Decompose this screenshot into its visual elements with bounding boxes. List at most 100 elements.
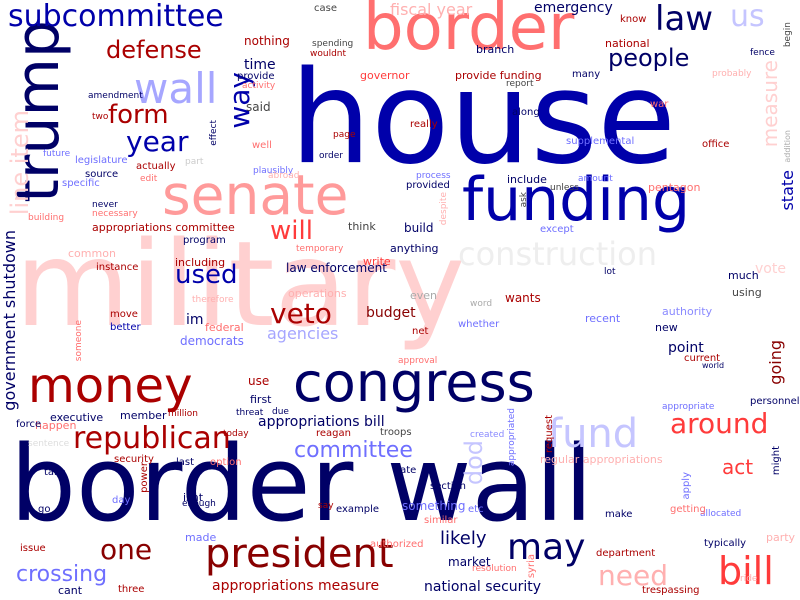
cloud-word: actually	[136, 161, 176, 172]
cloud-word: etc	[468, 504, 484, 515]
cloud-word: used	[175, 260, 238, 290]
cloud-word: act	[722, 455, 754, 479]
cloud-word: probably	[712, 69, 752, 79]
cloud-word: including	[175, 256, 226, 269]
cloud-word: power	[139, 462, 150, 493]
cloud-word: money	[28, 358, 193, 414]
cloud-word: cant	[58, 584, 83, 597]
cloud-word: legislature	[75, 155, 128, 166]
cloud-word: specific	[62, 178, 100, 189]
cloud-word: people	[608, 44, 690, 72]
cloud-word: authorized	[370, 539, 424, 550]
cloud-word: program	[183, 235, 226, 246]
cloud-word: fence	[750, 48, 775, 58]
cloud-word: current	[684, 353, 721, 364]
cloud-word: even	[410, 289, 438, 302]
cloud-word: use	[248, 374, 270, 388]
cloud-word: take	[44, 467, 66, 478]
cloud-word: example	[336, 504, 380, 515]
cloud-word: request	[544, 415, 555, 454]
cloud-word: activity	[242, 81, 276, 91]
cloud-word: isnt	[183, 491, 204, 504]
cloud-word: case	[314, 3, 337, 14]
cloud-word: personnel	[750, 396, 800, 407]
cloud-word: world	[702, 361, 725, 370]
cloud-word: wall	[134, 64, 218, 113]
cloud-word: nothing	[244, 34, 290, 48]
cloud-word: year	[126, 125, 189, 158]
cloud-word: enough	[182, 499, 216, 509]
cloud-word: agencies	[267, 324, 339, 343]
cloud-word: might	[771, 446, 782, 476]
cloud-word: subcommittee	[8, 0, 224, 34]
cloud-word: war	[650, 99, 669, 110]
cloud-word: law enforcement	[286, 261, 387, 275]
cloud-word: really	[410, 119, 438, 130]
cloud-word: net	[412, 326, 429, 337]
cloud-word: except	[540, 224, 574, 235]
cloud-word: made	[185, 531, 217, 544]
cloud-word: along	[512, 107, 540, 118]
cloud-word: budget	[366, 305, 416, 321]
cloud-word: future	[43, 149, 71, 159]
cloud-word: around	[670, 407, 769, 440]
cloud-word: measure	[758, 60, 782, 148]
cloud-word: therefore	[192, 295, 234, 305]
cloud-word: us	[730, 0, 765, 34]
cloud-word: military	[15, 215, 466, 353]
cloud-word: edit	[140, 174, 158, 184]
cloud-word: national	[605, 37, 650, 50]
cloud-word: common	[68, 247, 116, 260]
cloud-word: due	[272, 407, 289, 417]
cloud-word: said	[246, 100, 271, 114]
cloud-word: trespassing	[642, 585, 700, 596]
cloud-word: house	[290, 44, 676, 193]
cloud-word: two	[92, 112, 109, 122]
cloud-word: authority	[662, 305, 713, 318]
cloud-word: necessary	[92, 209, 138, 219]
cloud-word: apply	[681, 472, 692, 500]
cloud-word: security	[114, 454, 154, 465]
cloud-word: border wall	[10, 423, 593, 545]
cloud-word: whether	[458, 319, 500, 330]
cloud-word: reagan	[316, 428, 351, 439]
cloud-word: operations	[288, 287, 347, 300]
cloud-word: typically	[704, 538, 747, 549]
cloud-word: construction	[458, 235, 657, 273]
cloud-word: provide funding	[455, 69, 542, 82]
cloud-word: effect	[209, 120, 219, 146]
cloud-word: option	[210, 457, 242, 468]
cloud-word: border	[363, 0, 575, 65]
cloud-word: fiscal year	[390, 0, 473, 19]
cloud-word: well	[252, 140, 272, 151]
cloud-word: bill	[718, 549, 774, 593]
cloud-word: senate	[162, 163, 349, 227]
cloud-word: write	[363, 255, 391, 268]
cloud-word: appropriations measure	[212, 578, 380, 594]
cloud-word: today	[223, 429, 249, 439]
cloud-word: spending	[312, 39, 354, 49]
cloud-word: may	[507, 527, 586, 568]
cloud-word: provide	[237, 71, 275, 82]
cloud-word: someone	[74, 320, 84, 362]
cloud-word: threat	[236, 408, 264, 418]
cloud-word: office	[702, 139, 730, 150]
cloud-word: president	[205, 531, 394, 577]
cloud-word: never	[92, 200, 118, 210]
cloud-word: im	[186, 312, 204, 328]
cloud-word: despite	[439, 192, 449, 226]
cloud-word: go	[38, 504, 51, 515]
cloud-word: committee	[294, 438, 413, 463]
cloud-word: day	[112, 495, 131, 506]
cloud-word: recent	[585, 312, 621, 325]
cloud-word: anything	[390, 242, 439, 255]
cloud-word: member	[120, 409, 167, 422]
cloud-word: amount	[578, 174, 613, 184]
cloud-word: party	[766, 531, 796, 544]
cloud-word: first	[250, 393, 272, 406]
cloud-word: word	[470, 299, 493, 309]
cloud-word: democrats	[180, 334, 244, 348]
cloud-word: pentagon	[648, 181, 701, 194]
cloud-word: state	[778, 170, 797, 211]
cloud-word: force	[16, 419, 42, 430]
